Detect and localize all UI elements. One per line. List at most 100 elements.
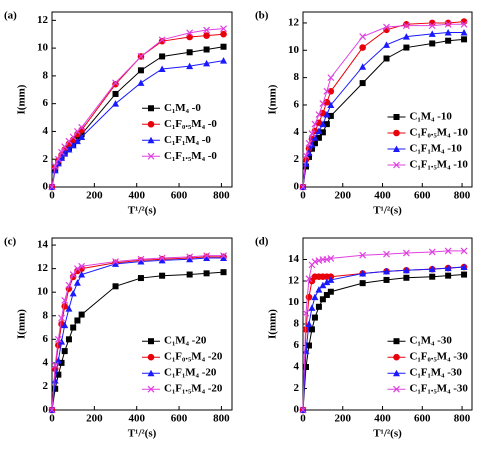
x-axis-label: T¹/²(s)	[128, 205, 157, 217]
marker	[137, 275, 144, 282]
marker	[311, 140, 318, 147]
legend-label: C₁F₀.₅M₄ -0	[164, 118, 217, 130]
x-tick-label: 200	[335, 190, 352, 202]
marker	[308, 326, 315, 333]
x-axis-label: T¹/²(s)	[373, 205, 402, 217]
marker	[323, 87, 331, 95]
marker	[58, 359, 65, 366]
marker	[55, 371, 62, 378]
marker	[393, 338, 400, 345]
y-tick-label: 6	[43, 97, 49, 109]
marker	[137, 79, 145, 86]
marker	[402, 22, 410, 30]
y-axis-label: I(mm)	[267, 309, 279, 339]
marker	[308, 304, 316, 311]
marker	[305, 139, 313, 147]
marker	[359, 80, 366, 87]
marker	[78, 271, 86, 278]
marker	[305, 320, 313, 327]
plot-frame	[51, 11, 233, 188]
marker	[54, 155, 62, 163]
marker	[402, 266, 410, 274]
marker	[112, 258, 119, 265]
x-tick-label: 0	[49, 413, 55, 425]
marker	[58, 148, 65, 156]
y-tick-label: 6	[43, 333, 49, 345]
marker	[302, 152, 310, 159]
marker	[402, 249, 410, 257]
marker	[461, 271, 468, 278]
marker	[61, 348, 68, 355]
marker	[203, 254, 211, 262]
x-tick-label: 800	[454, 413, 471, 425]
marker	[311, 258, 319, 266]
y-tick-label: 4	[43, 125, 49, 137]
plot-frame	[51, 237, 233, 411]
marker	[147, 369, 155, 377]
marker	[299, 183, 307, 191]
marker	[74, 317, 81, 324]
marker	[393, 161, 400, 169]
legend-label: C₁F₁M₄ -0	[164, 134, 211, 146]
marker	[359, 63, 367, 70]
marker	[383, 276, 390, 283]
marker	[311, 314, 318, 321]
marker	[323, 278, 331, 286]
x-tick-label: 800	[213, 413, 230, 425]
marker	[393, 353, 400, 361]
marker	[359, 269, 367, 277]
marker	[148, 105, 154, 112]
marker	[319, 100, 327, 108]
marker	[220, 43, 227, 50]
marker	[203, 26, 211, 34]
legend-label: C₁F₁M₄ -30	[410, 367, 463, 379]
y-tick-label: 0	[43, 181, 49, 193]
y-tick-label: 8	[43, 309, 49, 321]
panel-label: (c)	[4, 236, 17, 248]
panel-label: (a)	[4, 10, 17, 22]
marker	[359, 33, 367, 41]
y-tick-label: 4	[294, 126, 300, 138]
marker	[58, 154, 66, 161]
marker	[302, 347, 310, 354]
y-tick-label: 0	[294, 404, 300, 416]
marker	[61, 143, 69, 151]
marker	[186, 49, 193, 56]
x-tick-label: 0	[300, 190, 306, 202]
marker	[147, 120, 155, 128]
x-tick-label: 200	[86, 413, 103, 425]
marker	[323, 111, 331, 118]
marker	[220, 25, 227, 33]
marker	[186, 33, 193, 41]
marker	[159, 272, 166, 279]
marker	[305, 153, 312, 160]
marker	[402, 33, 410, 40]
marker	[65, 305, 73, 312]
y-tick-label: 10	[37, 286, 49, 298]
marker	[359, 280, 366, 287]
marker	[393, 369, 400, 377]
marker	[428, 265, 436, 273]
marker	[220, 252, 227, 260]
marker	[461, 36, 468, 43]
x-tick-label: 800	[454, 190, 471, 202]
marker	[323, 256, 331, 263]
marker	[383, 23, 390, 31]
y-tick-label: 8	[294, 71, 300, 83]
marker	[445, 37, 452, 44]
y-tick-label: 2	[43, 153, 49, 165]
marker	[311, 120, 319, 128]
y-tick-label: 4	[43, 356, 49, 368]
marker	[48, 183, 56, 191]
marker	[112, 90, 119, 97]
marker	[220, 254, 228, 262]
x-tick-label: 400	[128, 190, 145, 202]
marker	[220, 30, 227, 38]
marker	[393, 129, 400, 137]
y-tick-label: 14	[288, 253, 300, 265]
y-tick-label: 0	[294, 181, 300, 193]
marker	[315, 111, 323, 118]
marker	[186, 271, 193, 278]
x-tick-label: 400	[128, 413, 145, 425]
